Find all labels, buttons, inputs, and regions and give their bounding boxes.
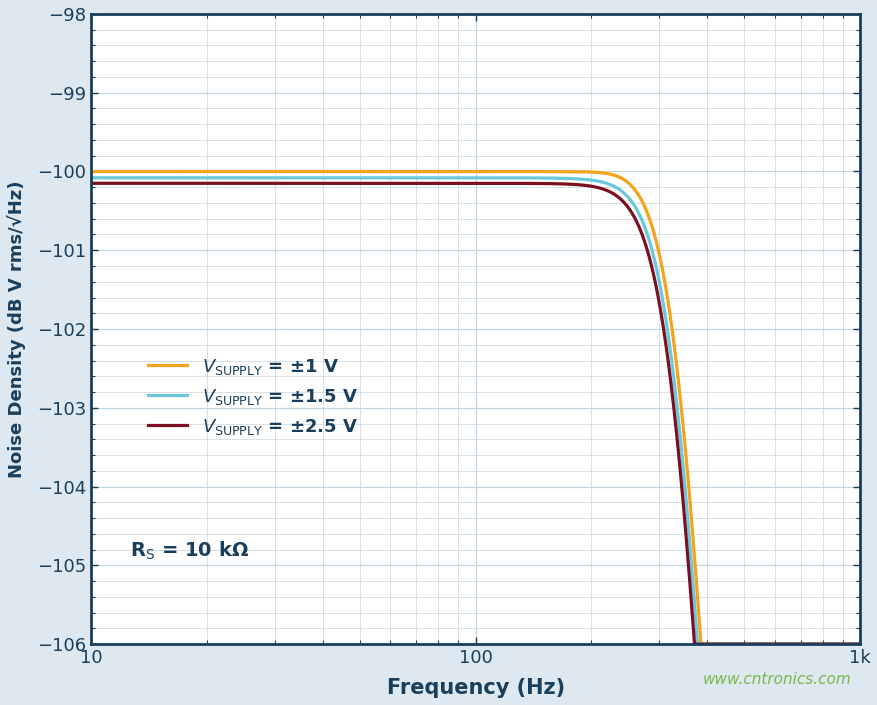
$V_{\mathrm{SUPPLY}}$ = ±2.5 V <box>756 640 766 649</box>
$V_{\mathrm{SUPPLY}}$ = ±2.5 V <box>688 640 699 649</box>
$V_{\mathrm{SUPPLY}}$ = ±1 V <box>695 640 706 649</box>
$V_{\mathrm{SUPPLY}}$ = ±1 V <box>414 167 424 176</box>
$V_{\mathrm{SUPPLY}}$ = ±1 V <box>381 167 391 176</box>
$V_{\mathrm{SUPPLY}}$ = ±2.5 V <box>414 179 424 188</box>
Line: $V_{\mathrm{SUPPLY}}$ = ±1 V: $V_{\mathrm{SUPPLY}}$ = ±1 V <box>91 171 859 644</box>
Line: $V_{\mathrm{SUPPLY}}$ = ±2.5 V: $V_{\mathrm{SUPPLY}}$ = ±2.5 V <box>91 183 859 644</box>
$V_{\mathrm{SUPPLY}}$ = ±1 V <box>174 167 184 176</box>
$V_{\mathrm{SUPPLY}}$ = ±1.5 V <box>86 173 96 182</box>
$V_{\mathrm{SUPPLY}}$ = ±1.5 V <box>756 640 766 649</box>
$V_{\mathrm{SUPPLY}}$ = ±1 V <box>219 167 230 176</box>
$V_{\mathrm{SUPPLY}}$ = ±1.5 V <box>839 640 850 649</box>
$V_{\mathrm{SUPPLY}}$ = ±2.5 V <box>854 640 865 649</box>
$V_{\mathrm{SUPPLY}}$ = ±2.5 V <box>174 179 184 188</box>
Text: R$_\mathrm{S}$ = 10 kΩ: R$_\mathrm{S}$ = 10 kΩ <box>130 540 248 562</box>
Text: www.cntronics.com: www.cntronics.com <box>702 673 851 687</box>
Y-axis label: Noise Density (dB V rms/√Hz): Noise Density (dB V rms/√Hz) <box>7 180 26 478</box>
$V_{\mathrm{SUPPLY}}$ = ±1.5 V <box>692 640 702 649</box>
$V_{\mathrm{SUPPLY}}$ = ±1.5 V <box>219 173 230 182</box>
$V_{\mathrm{SUPPLY}}$ = ±2.5 V <box>86 179 96 188</box>
$V_{\mathrm{SUPPLY}}$ = ±2.5 V <box>219 179 230 188</box>
$V_{\mathrm{SUPPLY}}$ = ±2.5 V <box>839 640 850 649</box>
$V_{\mathrm{SUPPLY}}$ = ±1.5 V <box>414 173 424 182</box>
$V_{\mathrm{SUPPLY}}$ = ±1.5 V <box>174 173 184 182</box>
$V_{\mathrm{SUPPLY}}$ = ±1.5 V <box>854 640 865 649</box>
Legend: $V_{\mathrm{SUPPLY}}$ = ±1 V, $V_{\mathrm{SUPPLY}}$ = ±1.5 V, $V_{\mathrm{SUPPLY: $V_{\mathrm{SUPPLY}}$ = ±1 V, $V_{\mathr… <box>139 348 367 446</box>
X-axis label: Frequency (Hz): Frequency (Hz) <box>386 678 564 698</box>
Line: $V_{\mathrm{SUPPLY}}$ = ±1.5 V: $V_{\mathrm{SUPPLY}}$ = ±1.5 V <box>91 178 859 644</box>
$V_{\mathrm{SUPPLY}}$ = ±2.5 V <box>381 179 391 188</box>
$V_{\mathrm{SUPPLY}}$ = ±1 V <box>854 640 865 649</box>
$V_{\mathrm{SUPPLY}}$ = ±1 V <box>756 640 766 649</box>
$V_{\mathrm{SUPPLY}}$ = ±1 V <box>86 167 96 176</box>
$V_{\mathrm{SUPPLY}}$ = ±1 V <box>839 640 850 649</box>
$V_{\mathrm{SUPPLY}}$ = ±1.5 V <box>381 173 391 182</box>
